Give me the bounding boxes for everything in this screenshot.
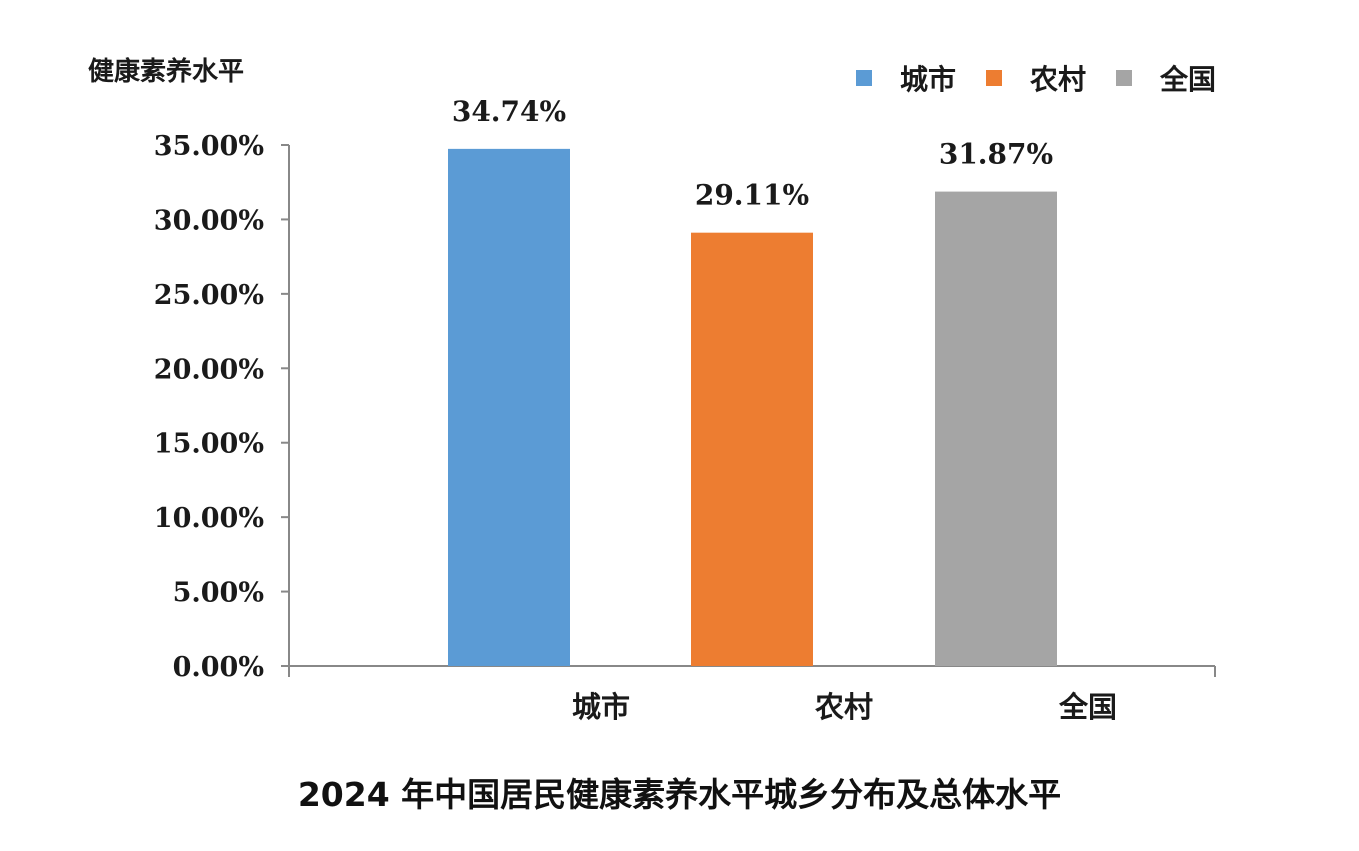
y-tick-label: 30.00%: [154, 205, 264, 236]
bars: 34.74% 城市 29.11% 农村 31.87% 全国: [448, 95, 1117, 724]
y-tick-label: 35.00%: [154, 131, 264, 162]
legend-swatch: [856, 70, 872, 86]
y-axis-title: 健康素养水平: [88, 56, 244, 87]
x-category-label: 城市: [572, 690, 630, 724]
y-tick-label: 5.00%: [173, 578, 264, 609]
legend: 城市 农村 全国: [856, 63, 1216, 96]
legend-swatch: [986, 70, 1002, 86]
y-tick-label: 0.00%: [173, 652, 264, 683]
chart-caption: 2024 年中国居民健康素养水平城乡分布及总体水平: [297, 775, 1062, 814]
data-label: 31.87%: [939, 138, 1053, 171]
bar: [935, 191, 1057, 666]
x-category-label: 全国: [1058, 690, 1117, 724]
data-label: 29.11%: [695, 179, 809, 212]
y-tick-label: 10.00%: [154, 503, 264, 534]
legend-swatch: [1116, 70, 1132, 86]
y-tick-label: 25.00%: [154, 280, 264, 311]
bar-chart: 健康素养水平 0.00% 5.00% 10.00% 15.00% 20.00% 25.00…: [88, 56, 1216, 724]
bar: [448, 148, 570, 666]
legend-label: 农村: [1029, 63, 1086, 96]
y-tick-label: 20.00%: [154, 354, 264, 385]
axes: 0.00% 5.00% 10.00% 15.00% 20.00% 25.00% 30.00%…: [154, 131, 1216, 683]
legend-label: 城市: [900, 63, 956, 96]
legend-label: 全国: [1159, 63, 1216, 96]
y-tick-label: 15.00%: [154, 429, 264, 460]
bar: [691, 232, 813, 666]
data-label: 34.74%: [452, 95, 566, 128]
x-category-label: 农村: [814, 690, 873, 724]
